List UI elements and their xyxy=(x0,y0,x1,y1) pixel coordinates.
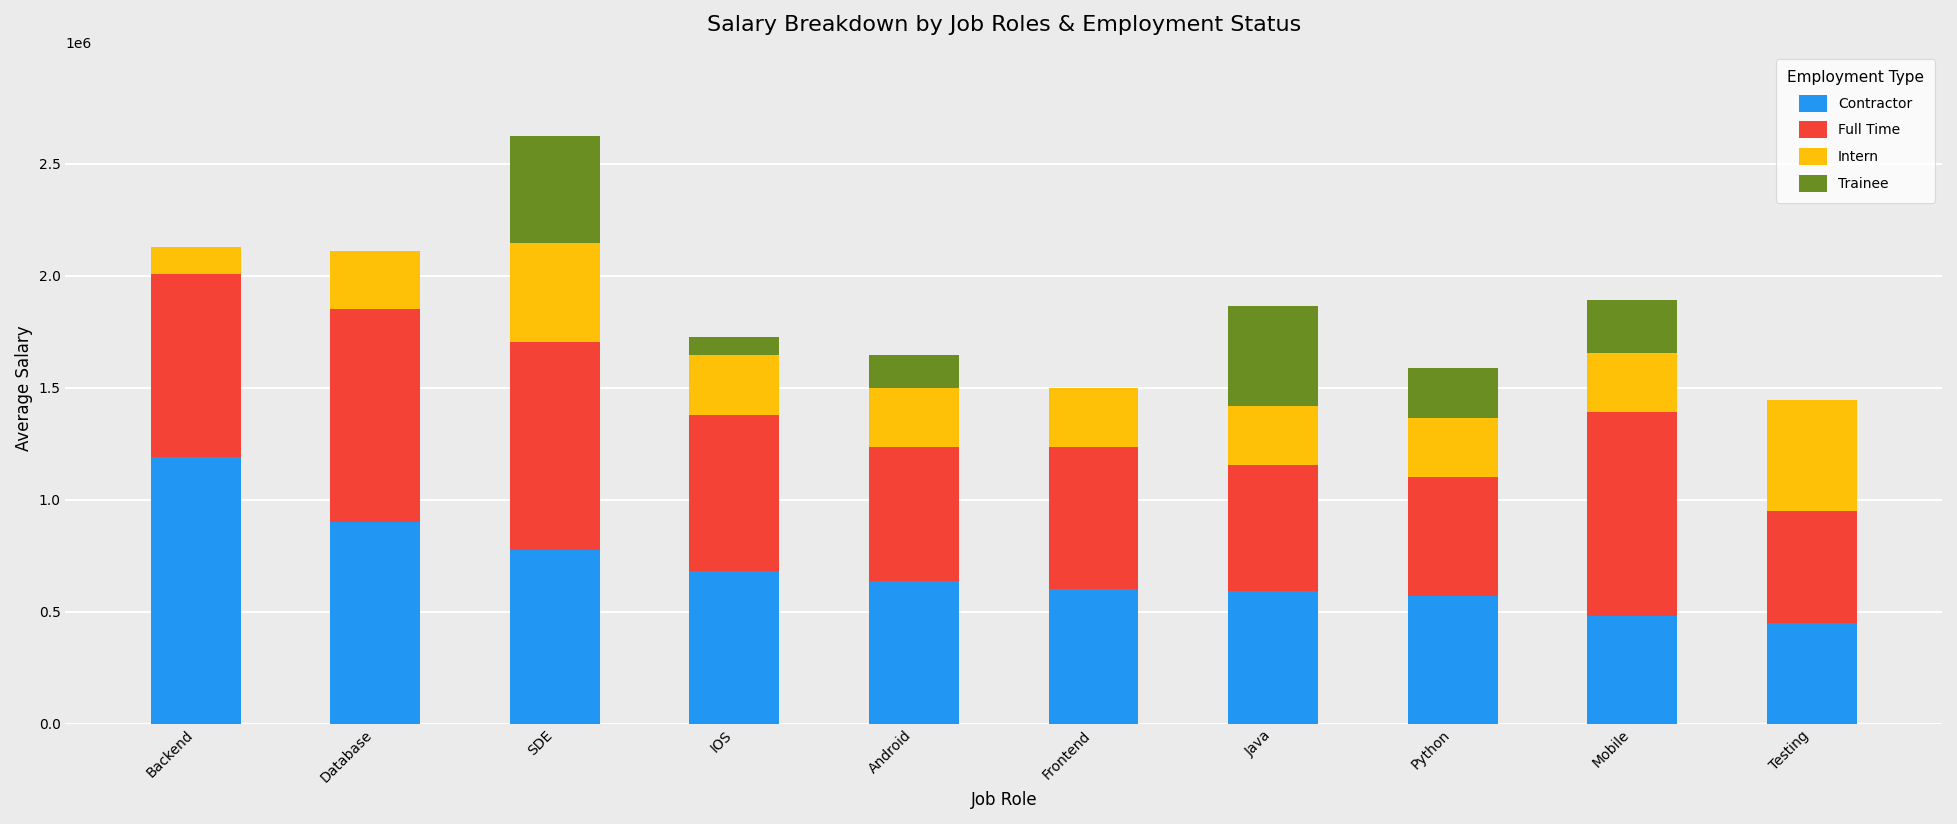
Bar xyxy=(511,550,599,723)
Bar xyxy=(1229,306,1317,405)
Bar xyxy=(1587,301,1677,353)
Bar xyxy=(1229,405,1317,465)
Bar xyxy=(689,337,779,355)
Bar xyxy=(151,246,241,274)
Bar xyxy=(151,457,241,723)
Bar xyxy=(1407,596,1497,723)
Bar xyxy=(1767,400,1857,511)
Bar xyxy=(689,355,779,414)
Bar xyxy=(1049,388,1139,447)
Bar xyxy=(1767,511,1857,623)
Bar xyxy=(331,251,421,309)
Bar xyxy=(1229,465,1317,592)
Legend: Contractor, Full Time, Intern, Trainee: Contractor, Full Time, Intern, Trainee xyxy=(1775,59,1935,203)
Bar xyxy=(1407,477,1497,596)
Bar xyxy=(1229,592,1317,723)
Bar xyxy=(1049,447,1139,589)
Bar xyxy=(869,355,959,388)
Bar xyxy=(331,309,421,522)
Bar xyxy=(1587,353,1677,412)
Bar xyxy=(689,571,779,723)
Bar xyxy=(689,414,779,571)
Bar xyxy=(869,582,959,723)
X-axis label: Job Role: Job Role xyxy=(971,791,1037,809)
Bar xyxy=(1767,623,1857,723)
Bar xyxy=(1407,418,1497,477)
Bar xyxy=(1407,368,1497,418)
Bar xyxy=(869,388,959,447)
Bar xyxy=(511,243,599,342)
Bar xyxy=(1049,589,1139,723)
Bar xyxy=(511,136,599,243)
Bar xyxy=(331,522,421,723)
Bar xyxy=(151,274,241,457)
Bar xyxy=(869,447,959,582)
Y-axis label: Average Salary: Average Salary xyxy=(16,325,33,451)
Title: Salary Breakdown by Job Roles & Employment Status: Salary Breakdown by Job Roles & Employme… xyxy=(706,15,1301,35)
Bar xyxy=(511,342,599,550)
Bar xyxy=(1587,412,1677,616)
Bar xyxy=(1587,616,1677,723)
